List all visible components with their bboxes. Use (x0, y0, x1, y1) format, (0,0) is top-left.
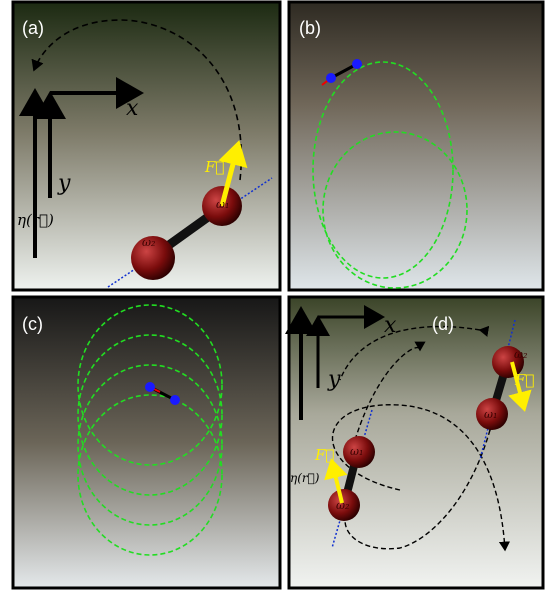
panel-a: (a) x y η(r⃗) F⃗ ω₁ ω₂ (13, 2, 280, 290)
omega-label: ω₂ (514, 348, 527, 361)
omega-label: ω₂ (142, 236, 155, 249)
y-axis-label: y (327, 367, 341, 392)
force-label: F⃗ (514, 371, 534, 389)
panel-label: (a) (22, 18, 44, 38)
x-axis-label: x (384, 313, 397, 338)
force-label: F⃗ (314, 446, 334, 464)
omega-label: ω₁ (350, 445, 363, 458)
force-label: F⃗ (204, 158, 224, 176)
omega-label: ω₁ (484, 408, 497, 421)
panel-label: (d) (432, 314, 454, 334)
omega-label: ω₂ (336, 499, 349, 512)
panel-c: (c) (13, 297, 280, 588)
y-axis-label: y (57, 171, 71, 196)
panel-label: (c) (22, 314, 43, 334)
eta-label: η(r⃗) (17, 211, 54, 229)
omega-label: ω₁ (216, 198, 229, 211)
panel-label: (b) (299, 18, 321, 38)
eta-label: η(r⃗) (290, 471, 320, 485)
panel-b: (b) (289, 2, 543, 290)
x-axis-label: x (126, 96, 139, 121)
panel-d: (d) x y η(r⃗) F⃗ F⃗ ω₁ ω₂ ω₁ ω₂ (289, 297, 543, 588)
figure: (a) x y η(r⃗) F⃗ ω₁ ω₂ (b) (c) (d) x y η… (0, 0, 546, 593)
